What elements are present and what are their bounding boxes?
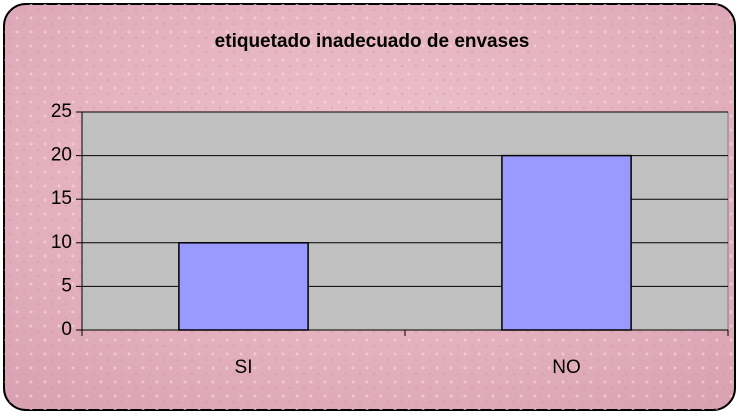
bar — [178, 242, 309, 331]
y-tick-label: 10 — [51, 232, 72, 253]
y-tick-label: 20 — [51, 145, 72, 166]
y-tick-label: 15 — [51, 188, 72, 209]
x-tick-label: SI — [235, 357, 253, 378]
y-tick-label: 0 — [61, 319, 72, 340]
y-tick-label: 25 — [51, 101, 72, 122]
y-tick-label: 5 — [61, 275, 72, 296]
bar — [501, 154, 632, 331]
chart-title: etiquetado inadecuado de envases — [215, 31, 530, 52]
x-tick-label: NO — [552, 357, 581, 378]
